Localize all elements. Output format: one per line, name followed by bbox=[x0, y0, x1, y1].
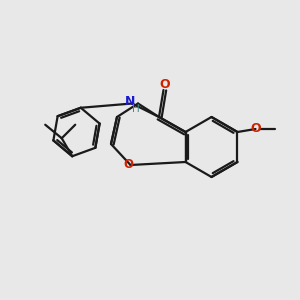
Text: O: O bbox=[123, 158, 133, 172]
Text: H: H bbox=[132, 104, 140, 114]
Text: O: O bbox=[159, 78, 170, 91]
Text: N: N bbox=[125, 94, 136, 108]
Text: O: O bbox=[251, 122, 261, 135]
